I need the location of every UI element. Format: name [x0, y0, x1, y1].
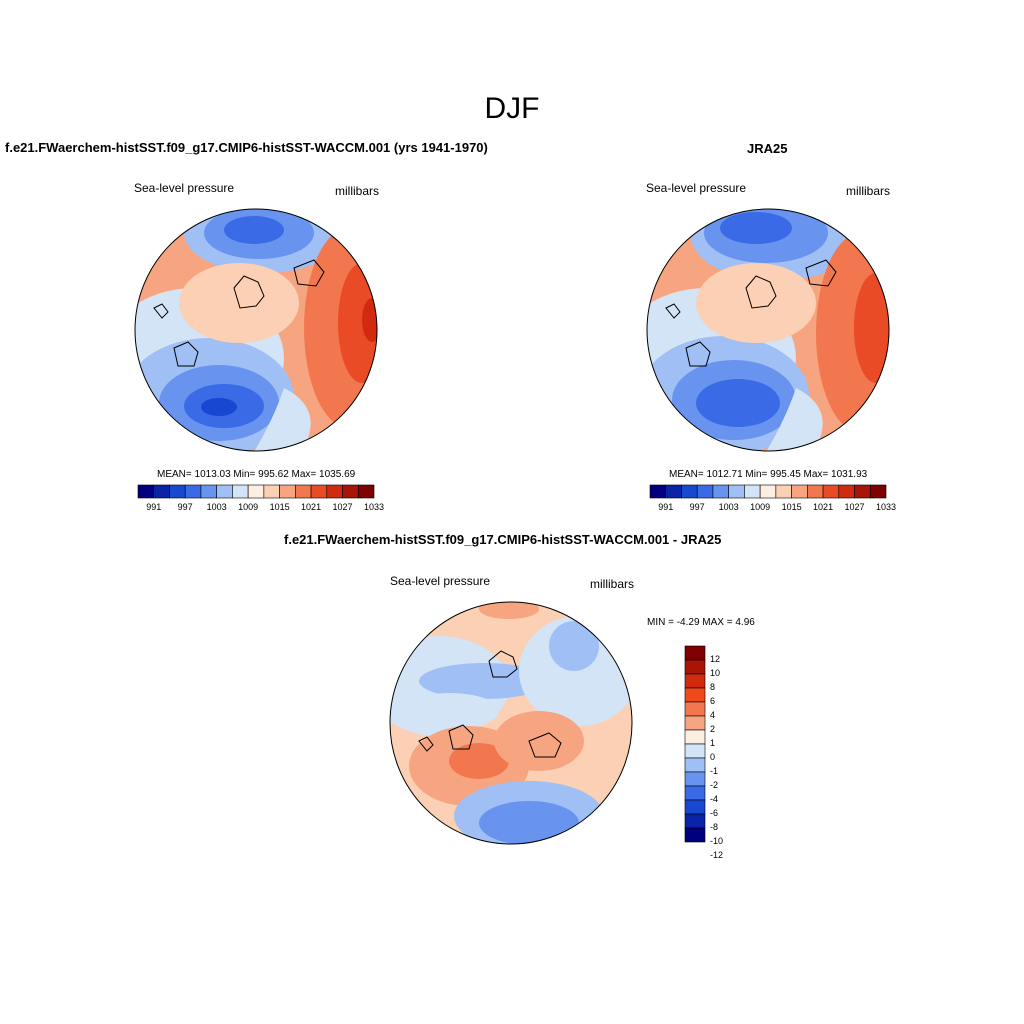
colorbar-tick-label: 1015	[269, 502, 290, 512]
colorbar-swatch	[169, 484, 186, 499]
panel-1-stats: MEAN= 1013.03 Min= 995.62 Max= 1035.69	[157, 469, 356, 480]
panel-1-title: f.e21.FWaerchem-histSST.f09_g17.CMIP6-hi…	[5, 140, 488, 155]
colorbar-tick-label: -10	[710, 836, 724, 846]
colorbar-swatch	[216, 484, 233, 499]
colorbar-tick-label: -6	[710, 808, 719, 818]
colorbar-swatch	[791, 484, 808, 499]
colorbar-tick-label: 1003	[718, 502, 739, 512]
colorbar-swatch	[684, 813, 706, 829]
colorbar-swatch	[649, 484, 667, 499]
colorbar-swatch	[684, 715, 706, 731]
colorbar-swatch	[728, 484, 745, 499]
colorbar-swatch	[263, 484, 280, 499]
colorbar-swatch	[869, 484, 887, 499]
colorbar-swatch	[684, 743, 706, 759]
colorbar-tick-label: 1033	[875, 502, 897, 512]
colorbar-tick-label: 1027	[332, 502, 353, 512]
colorbar-tick-label: 997	[177, 502, 193, 512]
colorbar-tick-label: 1027	[844, 502, 865, 512]
panel-1-polar-map	[134, 208, 378, 452]
colorbar-tick-label: 1021	[301, 502, 322, 512]
colorbar-swatch	[712, 484, 729, 499]
colorbar-tick-label: 10	[710, 668, 721, 678]
colorbar-tick-label: 8	[710, 682, 716, 692]
colorbar-swatch	[357, 484, 375, 499]
colorbar-swatch	[854, 484, 871, 499]
panel-3-polar-map	[389, 601, 633, 845]
colorbar-tick-label: -4	[710, 794, 719, 804]
panel-3-colorbar	[684, 645, 706, 843]
colorbar-swatch	[684, 799, 706, 815]
colorbar-swatch	[184, 484, 202, 499]
colorbar-swatch	[681, 484, 698, 499]
colorbar-tick-label: 1009	[238, 502, 259, 512]
colorbar-tick-label: 1033	[363, 502, 385, 512]
colorbar-tick-label: 0	[710, 752, 716, 762]
colorbar-swatch	[684, 757, 706, 773]
colorbar-tick-label: 1009	[750, 502, 771, 512]
colorbar-swatch	[684, 701, 706, 717]
panel-3-units: millibars	[590, 577, 635, 591]
panel-1-units: millibars	[335, 184, 380, 198]
colorbar-swatch	[696, 484, 714, 499]
colorbar-tick-label: -2	[710, 780, 719, 790]
panel-2-units: millibars	[846, 184, 891, 198]
panel-2-polar-map	[646, 208, 890, 452]
colorbar-swatch	[684, 827, 706, 843]
colorbar-swatch	[310, 484, 328, 499]
colorbar-tick-label: 1015	[781, 502, 802, 512]
colorbar-swatch	[200, 484, 217, 499]
panel-3-variable: Sea-level pressure	[390, 574, 491, 588]
colorbar-swatch	[684, 673, 706, 689]
colorbar-swatch	[775, 484, 792, 499]
colorbar-tick-label: 991	[658, 502, 674, 512]
colorbar-tick-label: -8	[710, 822, 719, 832]
colorbar-swatch	[232, 484, 249, 499]
colorbar-tick-label: 6	[710, 696, 716, 706]
colorbar-swatch	[279, 484, 296, 499]
colorbar-tick-label: 12	[710, 654, 721, 664]
colorbar-swatch	[684, 659, 706, 675]
panel-2-colorbar	[649, 484, 887, 499]
colorbar-tick-label: -12	[710, 850, 724, 860]
colorbar-swatch	[822, 484, 840, 499]
colorbar-tick-label: 1003	[206, 502, 227, 512]
colorbar-swatch	[295, 484, 312, 499]
colorbar-tick-label: 1021	[813, 502, 834, 512]
colorbar-swatch	[807, 484, 824, 499]
colorbar-swatch	[137, 484, 155, 499]
colorbar-tick-label: 2	[710, 724, 716, 734]
colorbar-swatch	[744, 484, 761, 499]
page-title: DJF	[484, 92, 540, 125]
colorbar-tick-label: 1	[710, 738, 716, 748]
colorbar-swatch	[684, 645, 706, 661]
panel-2-variable: Sea-level pressure	[646, 181, 747, 195]
panel-3-stats: MIN = -4.29 MAX = 4.96	[647, 617, 755, 628]
panel-3-title: f.e21.FWaerchem-histSST.f09_g17.CMIP6-hi…	[284, 532, 722, 547]
colorbar-swatch	[326, 484, 343, 499]
panel-2-title: JRA25	[747, 141, 788, 156]
colorbar-swatch	[684, 687, 706, 703]
colorbar-swatch	[684, 771, 706, 787]
colorbar-swatch	[247, 484, 265, 499]
panel-2-stats: MEAN= 1012.71 Min= 995.45 Max= 1031.93	[669, 469, 868, 480]
colorbar-tick-label: 997	[689, 502, 705, 512]
colorbar-tick-label: -1	[710, 766, 719, 776]
colorbar-swatch	[838, 484, 855, 499]
colorbar-swatch	[684, 785, 706, 801]
colorbar-tick-label: 4	[710, 710, 716, 720]
colorbar-swatch	[153, 484, 170, 499]
panel-1-colorbar	[137, 484, 375, 499]
colorbar-swatch	[684, 729, 706, 745]
colorbar-swatch	[342, 484, 359, 499]
colorbar-tick-label: 991	[146, 502, 162, 512]
colorbar-swatch	[665, 484, 682, 499]
colorbar-swatch	[759, 484, 777, 499]
panel-1-variable: Sea-level pressure	[134, 181, 235, 195]
